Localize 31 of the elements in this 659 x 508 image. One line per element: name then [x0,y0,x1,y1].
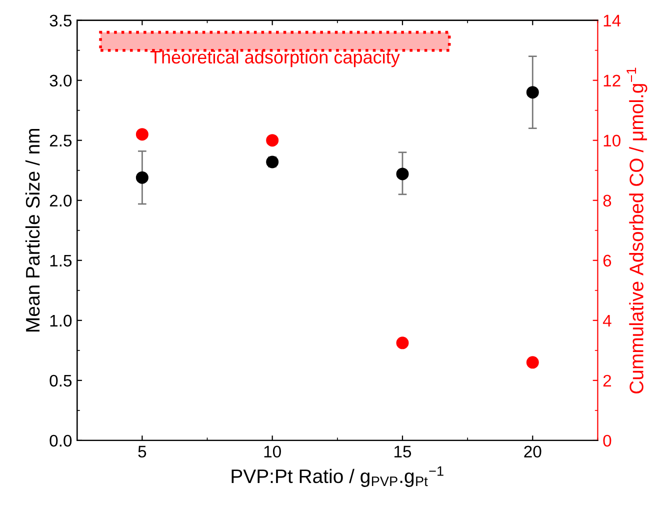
y2-tick-label: 8 [603,194,612,207]
y2-tick-label: 4 [602,314,612,326]
y2-tick-label: 14 [604,14,621,26]
band-label: Theoretical adsorption capacity [150,50,400,68]
x-tick-label: 5 [138,446,146,458]
y-tick-label: 1.5 [50,254,72,267]
y-tick-label: 3.0 [50,74,72,87]
y-tick-label: 2.0 [50,194,72,207]
y2-tick-label: 6 [603,254,612,267]
point [136,171,148,184]
point [396,168,409,180]
x-tick-label: 20 [524,446,542,458]
y-tick-label: 1.0 [50,314,72,327]
point [136,128,148,141]
y-axis-title: Mean Particle Size / nm [25,128,40,332]
point [266,134,279,147]
y2-axis-title: Cummulative Adsorbed CO / μmol.g$^{−1}$ [626,68,648,394]
point [526,356,539,369]
x-tick-label: 15 [394,446,412,458]
y2-tick-label: 12 [604,74,620,86]
y-tick-label: 3.5 [50,14,72,27]
x-axis-title: PVP:Pt Ratio / g$_{PVP}$.g$_{Pt}$$^{−1}$ [232,466,444,487]
x-tick-label: 10 [264,446,281,458]
y-tick-label: 0.0 [50,434,72,447]
y2-tick-label: 2 [603,374,612,386]
y-tick-label: 0.5 [50,374,72,387]
point [526,86,539,99]
y2-tick-label: 0 [603,434,612,447]
point [396,336,409,350]
y2-tick-label: 10 [604,134,620,147]
y-tick-label: 2.5 [50,134,72,147]
